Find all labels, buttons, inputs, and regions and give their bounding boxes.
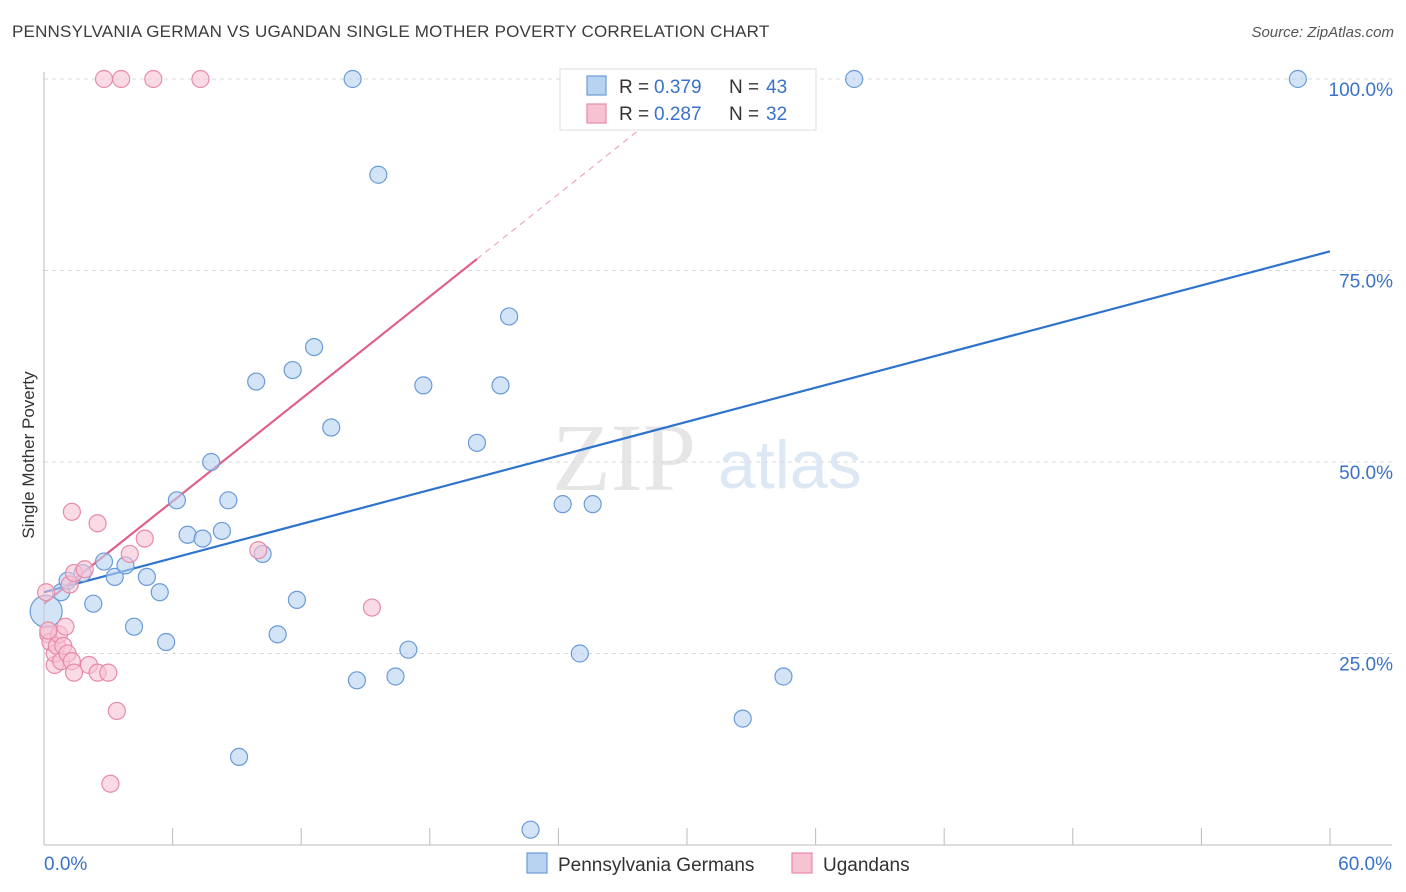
point-ugandan-16 bbox=[64, 663, 84, 682]
point-pennsylvania-german-11 bbox=[150, 583, 169, 602]
point-pennsylvania-german-16 bbox=[202, 452, 221, 472]
point-pennsylvania-german-34 bbox=[491, 376, 510, 395]
point-pennsylvania-german-19 bbox=[229, 747, 249, 767]
point-pennsylvania-german-14 bbox=[178, 525, 197, 544]
point-pennsylvania-german-39 bbox=[583, 495, 602, 514]
point-ugandan-20 bbox=[94, 69, 114, 89]
point-pennsylvania-german-15 bbox=[193, 529, 212, 548]
point-pennsylvania-german-13 bbox=[167, 491, 186, 510]
point-ugandan-26 bbox=[135, 529, 154, 548]
chart-source: Source: ZipAtlas.com bbox=[1251, 24, 1394, 41]
point-pennsylvania-german-38 bbox=[570, 644, 589, 663]
legend-swatch-ugandans bbox=[586, 103, 607, 124]
legend-r-label-2: R = bbox=[619, 104, 649, 125]
point-pennsylvania-german-35 bbox=[500, 307, 519, 326]
point-pennsylvania-german-42 bbox=[845, 69, 864, 89]
point-pennsylvania-german-22 bbox=[268, 625, 287, 644]
point-ugandan-22 bbox=[101, 774, 120, 793]
y-tick-label-50: 50.0% bbox=[1339, 463, 1393, 484]
watermark-zip: ZIP bbox=[552, 404, 696, 511]
point-ugandan-1 bbox=[37, 583, 56, 602]
point-pennsylvania-german-26 bbox=[322, 418, 341, 437]
legend-r-value-2: 0.287 bbox=[654, 104, 702, 125]
point-pennsylvania-german-6 bbox=[94, 552, 114, 571]
point-ugandan-31 bbox=[39, 621, 58, 640]
bottom-legend-swatch-pennsylvania-germans bbox=[526, 852, 548, 874]
x-tick-label-max: 60.0% bbox=[1338, 854, 1392, 875]
point-pennsylvania-german-33 bbox=[467, 433, 487, 452]
legend-n-value-2: 32 bbox=[766, 104, 787, 125]
point-ugandan-28 bbox=[191, 69, 210, 89]
gridlines bbox=[44, 78, 1392, 654]
point-pennsylvania-german-9 bbox=[124, 617, 144, 636]
y-axis-title: Single Mother Poverty bbox=[19, 371, 38, 539]
point-pennsylvania-german-32 bbox=[414, 376, 433, 395]
y-tick-label-100: 100.0% bbox=[1329, 80, 1394, 101]
bottom-legend-swatch-ugandans bbox=[791, 852, 813, 874]
point-ugandan-30 bbox=[362, 598, 382, 617]
point-pennsylvania-german-23 bbox=[283, 360, 302, 380]
point-pennsylvania-german-31 bbox=[399, 640, 418, 659]
axes bbox=[43, 72, 1392, 846]
point-ugandan-27 bbox=[144, 69, 163, 89]
point-pennsylvania-german-30 bbox=[386, 667, 405, 686]
point-pennsylvania-german-17 bbox=[212, 521, 231, 541]
point-pennsylvania-german-10 bbox=[137, 567, 156, 587]
point-pennsylvania-german-24 bbox=[287, 590, 307, 609]
bottom-legend-label-pennsylvania-germans: Pennsylvania Germans bbox=[558, 855, 754, 876]
legend-n-value-1: 43 bbox=[766, 77, 787, 98]
point-pennsylvania-german-29 bbox=[369, 165, 388, 184]
point-pennsylvania-german-20 bbox=[247, 372, 266, 391]
point-pennsylvania-german-12 bbox=[157, 632, 176, 652]
point-ugandan-24 bbox=[112, 69, 131, 89]
legend-box: R = 0.379 N = 43 R = 0.287 N = 32 bbox=[559, 68, 817, 131]
y-tick-label-75: 75.0% bbox=[1339, 272, 1393, 293]
point-ugandan-19 bbox=[88, 514, 107, 533]
point-pennsylvania-german-41 bbox=[774, 667, 793, 686]
point-pennsylvania-german-7 bbox=[105, 567, 124, 587]
trend-line-ugandans bbox=[43, 258, 478, 605]
point-ugandan-23 bbox=[107, 701, 126, 721]
trend-line-pennsylvania-germans bbox=[43, 250, 1331, 594]
legend-swatch-pennsylvania-germans bbox=[586, 75, 607, 96]
legend-n-label-1: N = bbox=[729, 77, 759, 98]
legend-r-value-1: 0.379 bbox=[654, 77, 702, 98]
trend-lines bbox=[43, 116, 1331, 605]
point-pennsylvania-german-43 bbox=[1288, 69, 1307, 89]
point-ugandan-10 bbox=[56, 617, 75, 636]
trend-line-extension-ugandans bbox=[476, 116, 656, 260]
x-tick-label-min: 0.0% bbox=[44, 854, 87, 875]
bottom-legend-label-ugandans: Ugandans bbox=[823, 855, 910, 876]
y-tick-label-25: 25.0% bbox=[1339, 655, 1393, 676]
point-pennsylvania-german-37 bbox=[553, 495, 572, 514]
data-points bbox=[29, 69, 1307, 839]
point-ugandan-14 bbox=[62, 502, 81, 521]
axis-ticks: 25.0% 50.0% 75.0% 100.0% bbox=[43, 80, 1394, 845]
legend-r-label-1: R = bbox=[619, 77, 649, 98]
legend-n-label-2: N = bbox=[729, 104, 759, 125]
point-ugandan-32 bbox=[75, 560, 94, 579]
bottom-legend: Pennsylvania Germans Ugandans bbox=[526, 852, 910, 876]
point-pennsylvania-german-27 bbox=[343, 69, 362, 89]
point-pennsylvania-german-28 bbox=[347, 671, 367, 690]
watermark: ZIP atlas bbox=[552, 404, 862, 511]
point-ugandan-29 bbox=[249, 540, 268, 560]
point-pennsylvania-german-18 bbox=[219, 491, 238, 510]
point-pennsylvania-german-40 bbox=[733, 709, 752, 728]
point-ugandan-25 bbox=[120, 544, 139, 564]
point-pennsylvania-german-25 bbox=[304, 338, 324, 357]
point-pennsylvania-german-36 bbox=[521, 820, 540, 839]
watermark-atlas: atlas bbox=[718, 427, 862, 503]
point-pennsylvania-german-5 bbox=[84, 594, 103, 613]
chart-title: PENNSYLVANIA GERMAN VS UGANDAN SINGLE MO… bbox=[12, 22, 770, 41]
point-ugandan-21 bbox=[99, 663, 118, 682]
